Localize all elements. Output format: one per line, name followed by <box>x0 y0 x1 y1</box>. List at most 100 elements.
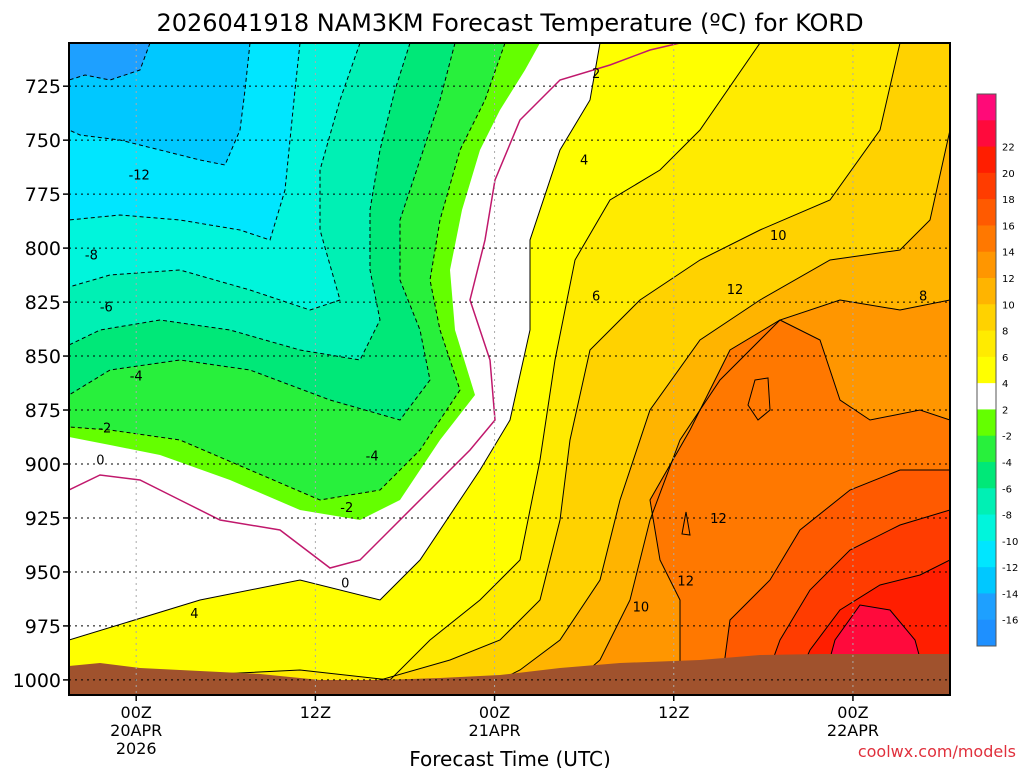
contour-label: 12 <box>710 512 727 527</box>
colorbar-label: -6 <box>1002 484 1012 495</box>
isoline-8 <box>329 43 901 695</box>
x-tick-label: 00Z <box>121 703 152 722</box>
contour-label: -12 <box>129 169 150 184</box>
contour-label: -8 <box>85 249 98 264</box>
contour-label: 8 <box>919 290 927 305</box>
plot-frame <box>68 42 951 696</box>
isoline-freezing <box>69 43 681 569</box>
x-tick-label: 2026 <box>116 739 157 758</box>
isoline-minus10 <box>69 43 301 241</box>
y-tick-label: 800 <box>25 238 61 260</box>
x-tick-label: 12Z <box>658 703 689 722</box>
x-tick-label: 20APR <box>110 721 162 740</box>
contour-label: 10 <box>633 600 650 615</box>
isoline-14 <box>649 319 950 695</box>
contour-label: 2 <box>592 67 600 82</box>
contour-label: 0 <box>341 577 349 592</box>
colorbar-swatch <box>977 251 996 279</box>
colorbar-label: -4 <box>1002 458 1012 469</box>
y-tick-label: 975 <box>25 616 61 638</box>
zone-minus16-to-minus14 <box>69 43 150 80</box>
isoline-minus2 <box>69 43 506 501</box>
chart-title: 2026041918 NAM3KM Forecast Temperature (… <box>156 9 863 37</box>
colorbar-label: -12 <box>1002 563 1018 574</box>
colorbar-swatch <box>977 304 996 332</box>
isoline-10 <box>469 129 950 695</box>
colorbar-swatch <box>977 278 996 305</box>
x-tick-label: 21APR <box>469 721 521 740</box>
contour-label: 12 <box>727 283 744 298</box>
colorbar-label: 8 <box>1002 327 1008 338</box>
contour-labels: -12 -8 -6 -4 -2 0 -4 -2 0 4 2 4 6 10 12 12 12 10 8 <box>85 67 927 622</box>
colorbar-label: -8 <box>1002 511 1012 522</box>
colorbar-label: 18 <box>1002 195 1015 206</box>
colorbar-swatch <box>977 120 996 148</box>
colorbar-label: -10 <box>1002 537 1018 548</box>
colorbar: 22 20 18 16 14 12 10 8 6 4 2 -2 -4 -6 -8 -10 -12 -14 -16 <box>976 93 1018 647</box>
grid <box>69 43 950 695</box>
x-axis-label: Forecast Time (UTC) <box>409 747 611 768</box>
contour-label: -2 <box>98 421 111 436</box>
contour-label: -4 <box>366 449 379 464</box>
colorbar-swatch <box>977 172 996 200</box>
temperature-field <box>69 43 950 695</box>
contour-label: 0 <box>96 454 104 469</box>
colorbar-label: 10 <box>1002 300 1015 311</box>
colorbar-swatch <box>977 619 996 647</box>
colorbar-swatch <box>977 435 996 463</box>
isoline-22 <box>819 604 931 695</box>
colorbar-swatch <box>977 94 996 121</box>
terrain <box>69 654 950 695</box>
isoline-6 <box>69 43 761 681</box>
colorbar-label: 22 <box>1002 143 1015 154</box>
colorbar-swatch <box>977 488 996 516</box>
y-tick-label: 1000 <box>13 670 61 692</box>
isoline-18 <box>759 509 950 695</box>
colorbar-swatch <box>977 225 996 253</box>
colorbar-swatch <box>977 540 996 568</box>
colorbar-swatch <box>977 567 996 594</box>
colorbar-swatch <box>977 593 996 621</box>
colorbar-label: 20 <box>1002 169 1015 180</box>
contour-label: 4 <box>190 607 198 622</box>
contour-label: 4 <box>580 154 588 169</box>
contour-label: 10 <box>770 229 787 244</box>
contour-label: 6 <box>592 290 600 305</box>
colorbar-label: -2 <box>1002 432 1012 443</box>
y-tick-label: 825 <box>25 292 61 314</box>
colorbar-swatch <box>977 514 996 542</box>
colorbar-swatch <box>977 409 996 437</box>
colorbar-swatch <box>977 330 996 358</box>
y-tick-label: 750 <box>25 130 61 152</box>
x-tick-label: 00Z <box>837 703 868 722</box>
x-tick-label: 12Z <box>300 703 331 722</box>
y-tick-label: 900 <box>25 454 61 476</box>
isoline-minus8 <box>69 43 361 311</box>
contour-label: -2 <box>340 501 353 516</box>
colorbar-frame <box>976 93 997 647</box>
contour-label: -6 <box>100 300 113 315</box>
colorbar-swatch <box>977 462 996 489</box>
colorbar-label: 6 <box>1002 353 1008 364</box>
y-tick-label: 850 <box>25 346 61 368</box>
colorbar-label: 14 <box>1002 248 1015 259</box>
y-tick-label: 875 <box>25 400 61 422</box>
x-tick-label: 00Z <box>479 703 510 722</box>
x-tick-label: 22APR <box>827 721 879 740</box>
isoline-16 <box>719 469 950 695</box>
colorbar-swatch <box>977 356 996 384</box>
y-tick-label: 775 <box>25 184 61 206</box>
isolines <box>69 43 950 695</box>
colorbar-label: 4 <box>1002 379 1008 390</box>
isoline-14-blob-2 <box>681 511 691 536</box>
watermark: coolwx.com/models <box>858 742 1016 761</box>
colorbar-swatch <box>977 199 996 226</box>
colorbar-label: -16 <box>1002 616 1018 627</box>
isoline-14-blob <box>747 377 771 421</box>
y-tick-label: 925 <box>25 508 61 530</box>
y-tick-label: 725 <box>25 76 61 98</box>
isoline-minus14 <box>69 43 151 81</box>
y-axis: 725 750 775 800 825 850 875 900 925 950 975 1000 <box>13 76 69 692</box>
